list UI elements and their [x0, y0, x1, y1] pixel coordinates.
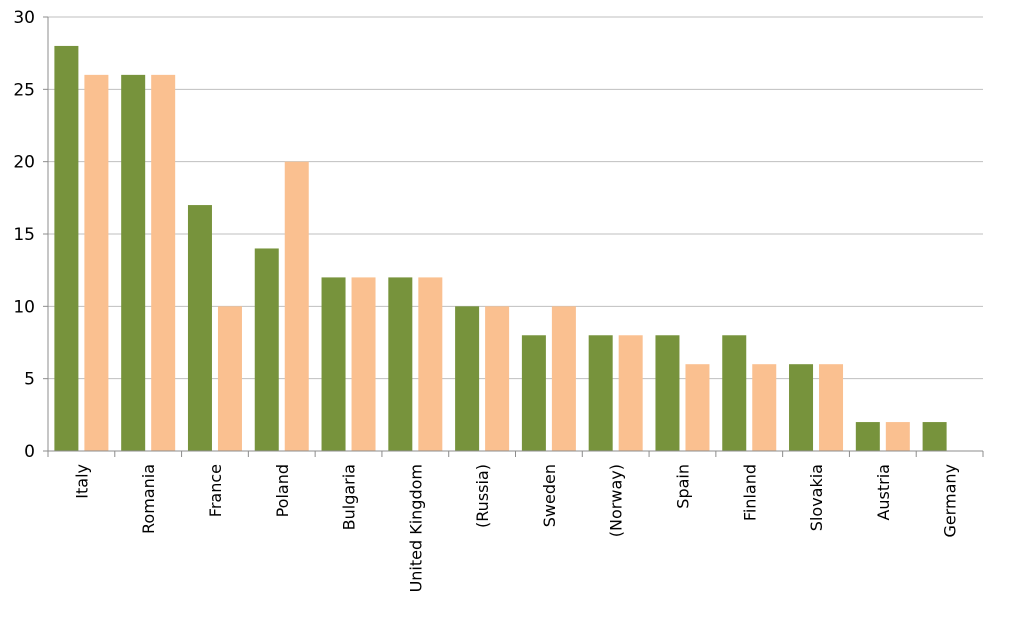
x-tick-label: Spain [673, 464, 692, 509]
y-tick-label: 15 [13, 225, 35, 245]
x-tick-label: (Russia) [473, 464, 492, 528]
x-tick-labels: Italy Romania France Poland Bulgaria United K… [72, 464, 959, 592]
bar-series-2 [418, 277, 443, 451]
x-tick-label: Austria [874, 464, 893, 521]
bar-series-2 [752, 364, 777, 451]
bar-series-2 [885, 422, 910, 451]
y-tick-labels: 0 5 10 15 20 25 30 [13, 8, 35, 462]
x-tick-label: Italy [72, 464, 91, 499]
x-tick-label: Poland [273, 464, 292, 517]
bar-series-2 [84, 74, 109, 451]
y-tick-label: 0 [24, 442, 35, 462]
x-tick-label: Finland [740, 464, 759, 521]
bar-series-1 [655, 335, 680, 451]
bar-series-1 [254, 248, 279, 451]
bar-series-2 [685, 364, 710, 451]
bar-series-1 [121, 74, 146, 451]
bar-series-1 [722, 335, 747, 451]
x-tick-label: Germany [941, 464, 960, 538]
x-tick-label: Romania [139, 464, 158, 534]
y-tick-label: 30 [13, 8, 35, 28]
x-tick-label: France [206, 464, 225, 517]
y-tick-label: 5 [24, 370, 35, 390]
bar-series-2 [351, 277, 376, 451]
bar-series-1 [455, 306, 480, 451]
bar-series-1 [855, 422, 880, 451]
bar-series-1 [922, 422, 947, 451]
x-tick-label: Sweden [540, 464, 559, 527]
bar-series-2 [151, 74, 176, 451]
bar-series-2 [217, 306, 242, 451]
bars [54, 45, 947, 451]
bar-series-1 [521, 335, 546, 451]
bar-series-1 [388, 277, 413, 451]
bar-series-1 [789, 364, 814, 451]
bar-series-1 [187, 205, 212, 451]
y-tick-label: 20 [13, 153, 35, 173]
x-tick-label: Slovakia [807, 464, 826, 531]
bar-series-2 [551, 306, 576, 451]
bar-series-2 [485, 306, 510, 451]
y-tick-label: 10 [13, 297, 35, 317]
y-tick-label: 25 [13, 80, 35, 100]
bar-series-2 [284, 161, 309, 451]
bar-series-1 [588, 335, 613, 451]
x-tick-label: United Kingdom [406, 464, 425, 592]
x-tick-label: Bulgaria [340, 464, 359, 530]
bar-series-1 [54, 45, 79, 451]
bar-series-1 [321, 277, 346, 451]
bar-series-2 [819, 364, 844, 451]
bar-series-2 [618, 335, 643, 451]
axes [43, 16, 984, 457]
x-tick-label: (Norway) [607, 464, 626, 537]
